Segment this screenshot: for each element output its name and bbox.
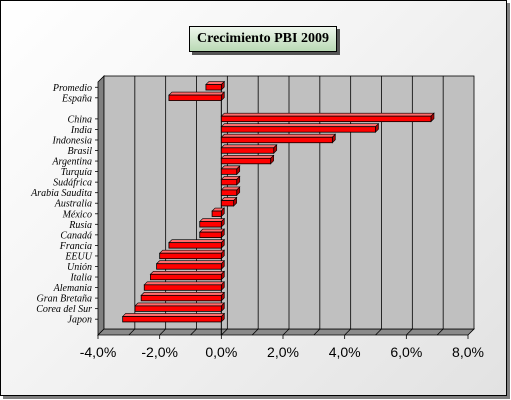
gridline-floor: [190, 328, 197, 336]
bar-top: [149, 270, 226, 275]
bar-top: [220, 133, 337, 138]
bar-top: [168, 91, 226, 96]
category-label: Argentina: [51, 157, 92, 168]
bar-top: [155, 260, 226, 265]
bar-top: [220, 155, 275, 159]
category-label: Sudáfrica: [53, 178, 92, 189]
category-label: Francia: [59, 241, 92, 252]
bar-top: [143, 281, 226, 286]
gridline-floor: [313, 328, 321, 336]
bar-top: [199, 218, 226, 222]
x-tick-label: 4,0%: [329, 344, 361, 360]
bar: [159, 252, 222, 260]
bar: [220, 147, 275, 154]
x-tick-label: -2,0%: [141, 344, 178, 360]
category-label: Turquía: [61, 167, 92, 178]
bar: [220, 157, 272, 165]
x-tick-label: 6,0%: [390, 344, 422, 360]
category-label: Australia: [54, 199, 92, 210]
gridline-floor: [344, 328, 351, 336]
bar: [143, 284, 222, 291]
bar: [220, 168, 238, 175]
category-label: Brasil: [68, 146, 93, 157]
category-label: Corea del Sur: [36, 304, 92, 315]
category-label: EEUU: [64, 251, 92, 262]
gridline-floor: [282, 328, 290, 336]
bar: [150, 273, 222, 281]
bar-top: [134, 302, 226, 307]
bar: [220, 200, 235, 207]
bar: [122, 316, 222, 323]
category-label: Italia: [69, 273, 92, 284]
category-label: México: [62, 209, 92, 220]
gridline-floor: [375, 328, 382, 336]
gridline-floor: [406, 328, 413, 336]
gridline-floor: [436, 328, 444, 336]
gridline-floor: [251, 328, 259, 336]
category-label: Alemania: [53, 283, 92, 294]
category-label: Indonesia: [52, 135, 92, 146]
bar-top: [199, 228, 226, 233]
category-label: Arabia Saudita: [30, 188, 92, 199]
bar-top: [121, 313, 226, 317]
bar: [220, 189, 238, 196]
gridline-floor: [128, 328, 136, 336]
bar: [199, 221, 222, 228]
bar: [220, 115, 432, 123]
plot-layer: PromedioEspañaChinaIndiaIndonesiaBrasilA…: [30, 75, 484, 360]
bar: [140, 294, 222, 302]
bar-top: [158, 249, 226, 254]
x-tick-label: -4,0%: [80, 344, 117, 360]
gridline-floor: [221, 328, 228, 336]
category-label: Canadá: [60, 230, 92, 241]
bar: [211, 210, 222, 217]
category-label: India: [70, 125, 92, 136]
gridline-floor: [159, 328, 166, 336]
bar-top: [140, 292, 226, 296]
category-label: Gran Bretaña: [37, 294, 92, 305]
category-label: Rusia: [68, 220, 92, 231]
category-label: China: [68, 114, 92, 125]
bar: [156, 263, 222, 270]
bar-top: [220, 144, 278, 149]
chart-title: Crecimiento PBI 2009: [189, 26, 337, 52]
category-label: Promedio: [52, 83, 92, 94]
x-tick-label: 0,0%: [205, 344, 237, 360]
bar: [205, 84, 222, 91]
bar: [220, 136, 333, 144]
bar: [168, 94, 222, 101]
x-tick-label: 8,0%: [452, 344, 484, 360]
bar: [220, 178, 238, 186]
bar-top: [220, 123, 380, 127]
bar: [199, 231, 222, 239]
bar: [134, 305, 222, 312]
bar: [220, 126, 376, 133]
bar-top: [168, 239, 226, 243]
x-tick-label: 2,0%: [267, 344, 299, 360]
bar: [168, 242, 222, 249]
category-label: España: [61, 93, 92, 104]
bar-top: [220, 112, 435, 117]
category-label: Japon: [68, 315, 92, 326]
plot-side-wall: [97, 75, 105, 336]
category-label: Unión: [67, 262, 92, 273]
